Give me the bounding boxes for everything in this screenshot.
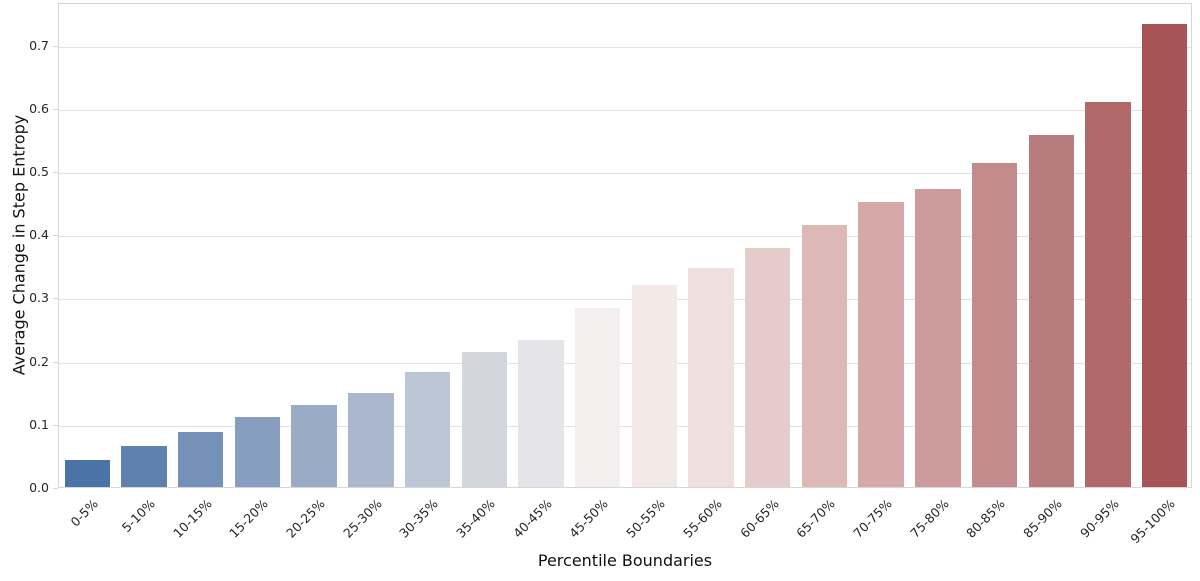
y-tick-label: 0.6 <box>29 100 49 116</box>
y-tick-label: 0.4 <box>29 227 49 243</box>
gridline-y-0.7 <box>59 46 1191 48</box>
x-axis-label: Percentile Boundaries <box>537 551 713 570</box>
bar-45-50% <box>574 307 621 487</box>
bar-80-85% <box>971 163 1018 487</box>
x-tick-label: 45-50% <box>566 496 612 541</box>
gridline-y-0.3 <box>59 299 1191 301</box>
bar-75-80% <box>915 189 961 487</box>
y-tick-mark <box>53 488 58 489</box>
bar-0-5% <box>64 459 111 487</box>
x-tick-label: 5-10% <box>118 496 158 536</box>
bar-70-75% <box>858 202 904 487</box>
bar-85-90% <box>1028 135 1074 487</box>
y-tick-label: 0.0 <box>29 480 49 495</box>
bar-60-65% <box>745 247 791 487</box>
y-axis-label-text: Average Change in Step Entropy <box>9 114 29 376</box>
x-tick-label: 60-65% <box>736 496 782 541</box>
x-tick-label: 85-90% <box>1020 496 1065 541</box>
bar-25-30% <box>348 393 394 487</box>
bar-95-100% <box>1141 24 1188 487</box>
bar-20-25% <box>291 405 337 487</box>
y-tick-mark <box>53 235 58 237</box>
bar-55-60% <box>688 267 734 487</box>
y-tick-label: 0.1 <box>29 416 49 432</box>
x-tick-label: 70-75% <box>850 496 895 541</box>
y-tick-label: 0.7 <box>29 37 49 53</box>
bar-40-45% <box>518 340 564 487</box>
bar-10-15% <box>178 432 224 487</box>
y-tick-mark <box>53 45 58 47</box>
x-tick-label: 10-15% <box>169 496 215 541</box>
x-tick-label: 80-85% <box>963 496 1009 541</box>
y-tick-label: 0.5 <box>29 164 49 180</box>
x-tick-label: 40-45% <box>509 496 555 541</box>
x-tick-label: 95-100% <box>1127 496 1179 547</box>
y-tick-label: 0.2 <box>29 353 49 369</box>
gridline-y-0.4 <box>59 236 1191 238</box>
x-tick-label: 25-30% <box>339 496 385 541</box>
bar-50-55% <box>631 285 678 487</box>
bar-65-70% <box>801 225 848 487</box>
y-tick-mark <box>53 172 58 174</box>
gridline-y-0.5 <box>59 173 1191 175</box>
y-tick-label: 0.3 <box>29 290 49 306</box>
gridline-y-0.6 <box>59 109 1191 111</box>
plot-area <box>58 3 1192 488</box>
y-tick-mark <box>53 424 58 426</box>
bar-90-95% <box>1085 101 1131 487</box>
x-tick-label: 0-5% <box>67 496 101 530</box>
x-tick-label: 30-35% <box>396 496 442 541</box>
bar-5-10% <box>121 445 167 487</box>
x-tick-label: 20-25% <box>283 496 328 541</box>
x-tick-label: 35-40% <box>453 496 498 541</box>
y-tick-mark <box>53 108 58 110</box>
y-tick-mark <box>53 361 58 363</box>
bar-15-20% <box>234 416 281 487</box>
x-tick-label: 50-55% <box>623 496 668 541</box>
x-tick-label: 90-95% <box>1076 496 1122 541</box>
y-tick-mark <box>53 298 58 300</box>
x-tick-label: 15-20% <box>226 496 272 541</box>
bar-35-40% <box>461 352 507 487</box>
x-tick-label: 75-80% <box>906 496 952 541</box>
bar-30-35% <box>404 372 451 487</box>
x-tick-label: 65-70% <box>793 496 839 541</box>
gridline-y-0.1 <box>59 425 1191 427</box>
gridline-y-0.2 <box>59 362 1191 364</box>
x-tick-label: 55-60% <box>679 496 725 541</box>
